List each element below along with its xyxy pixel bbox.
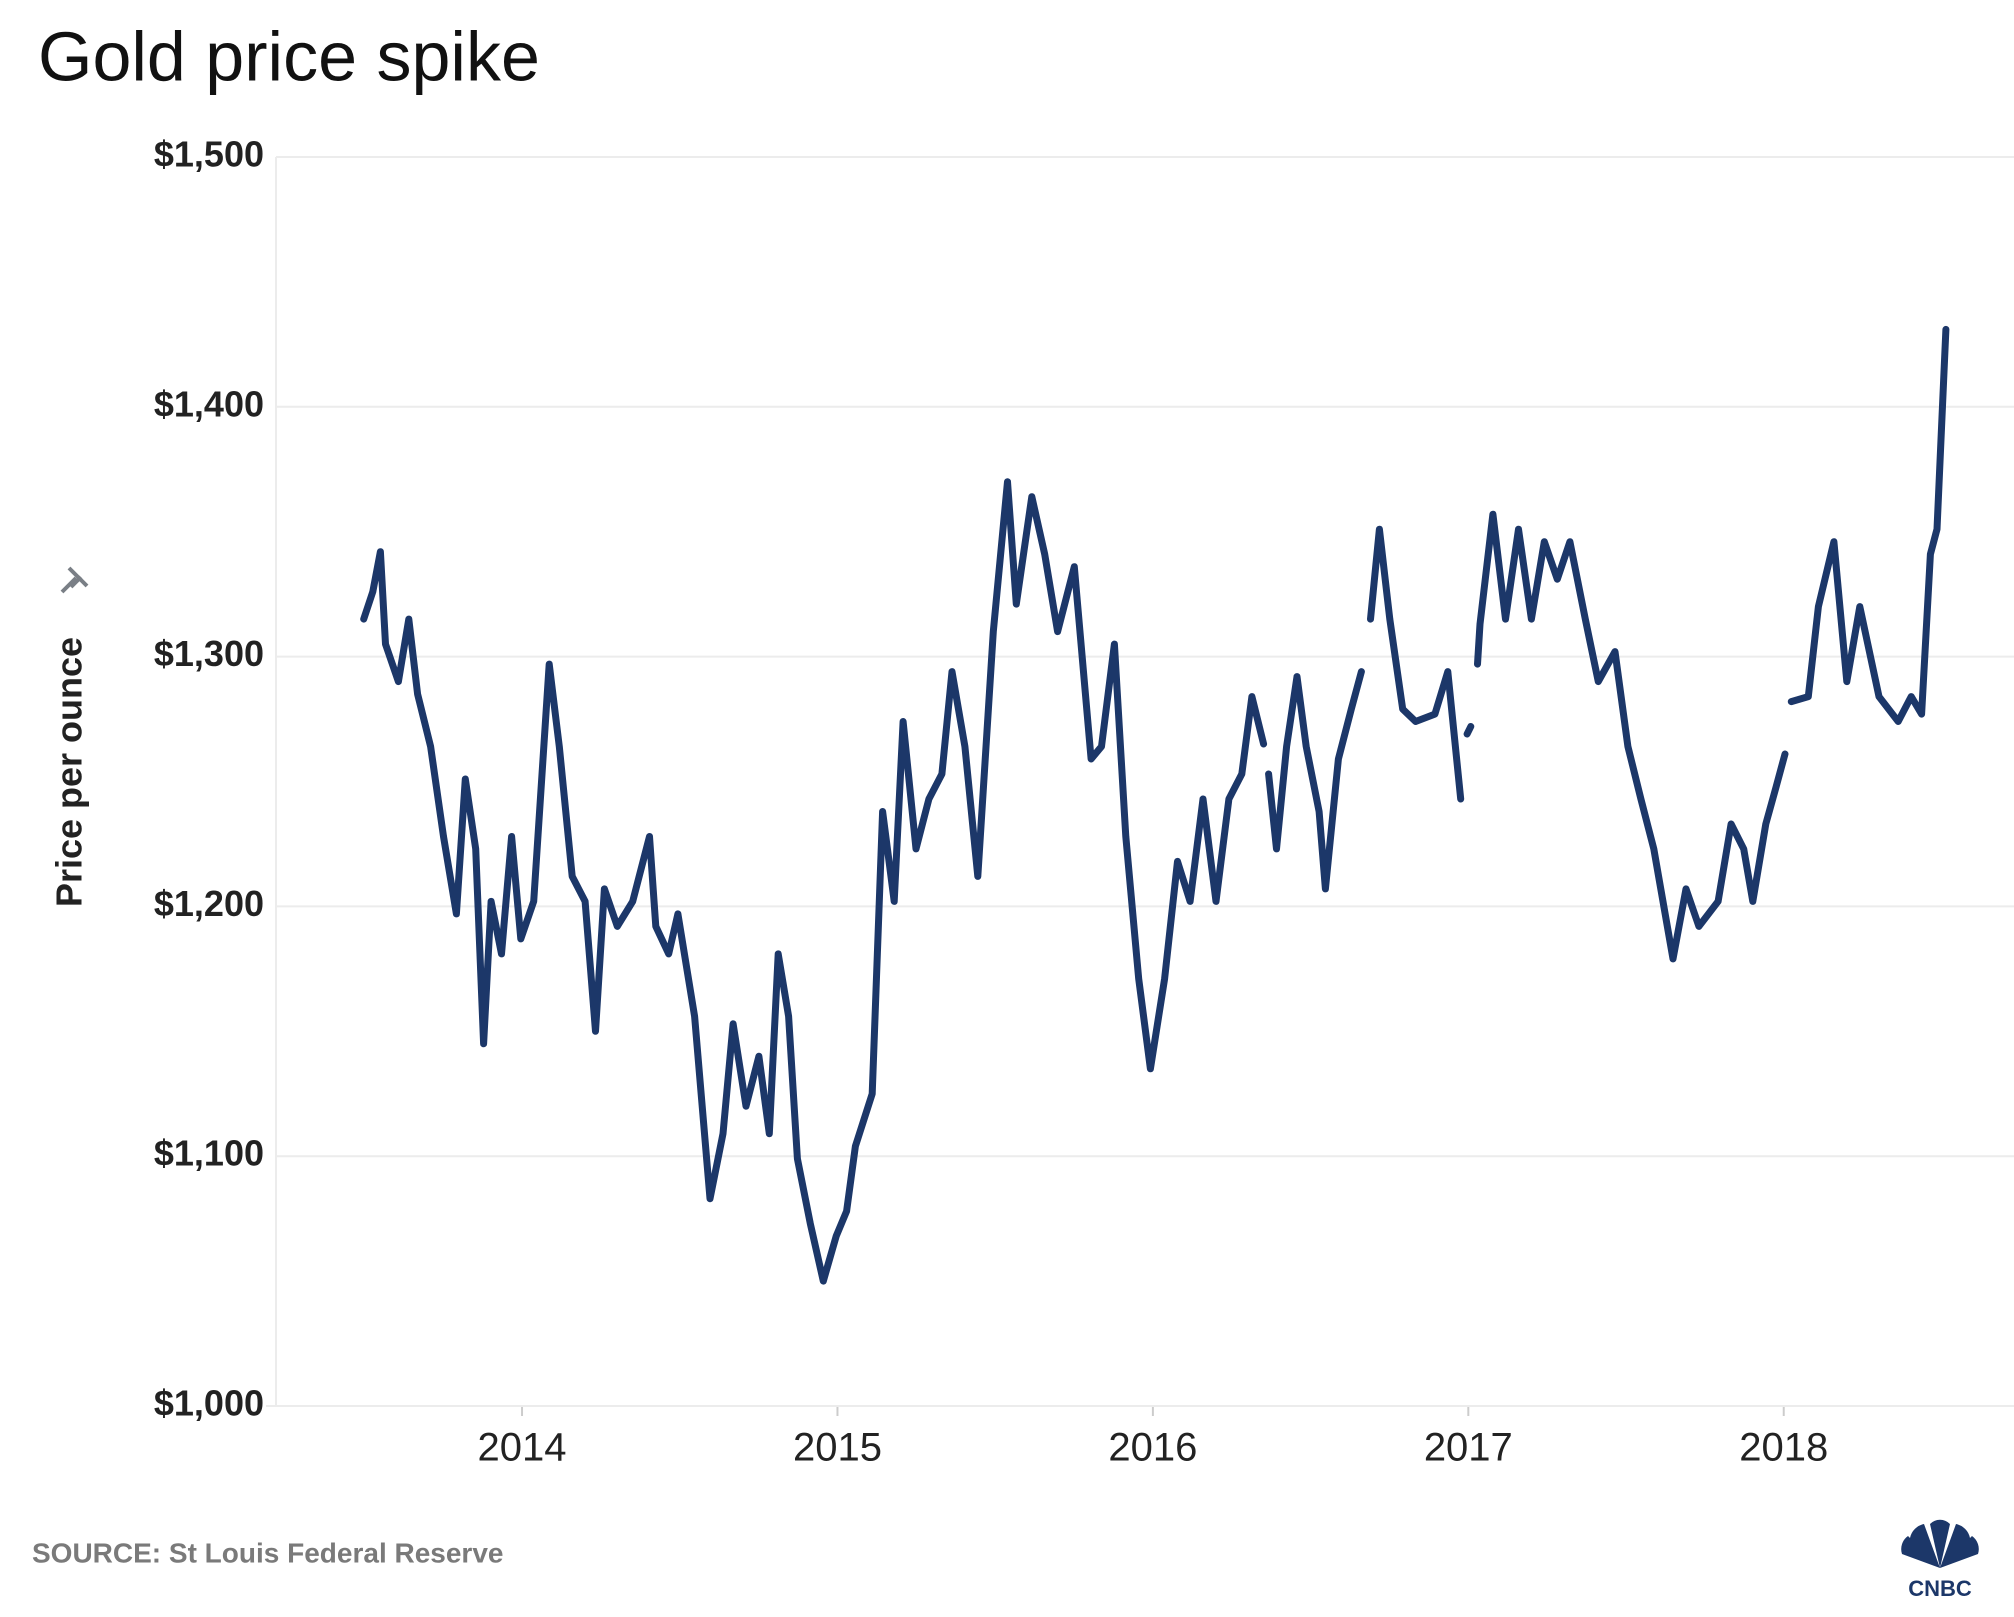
logo-text: CNBC (1908, 1576, 1972, 1601)
y-tick-label: $1,300 (154, 633, 264, 674)
chart-title: Gold price spike (38, 17, 540, 95)
y-tick-label: $1,400 (154, 383, 264, 424)
logo: CNBC (1901, 1519, 1979, 1601)
y-axis-label: Price per ounce (49, 637, 90, 907)
y-tick-label: $1,200 (154, 883, 264, 924)
source-note: SOURCE: St Louis Federal Reserve (32, 1537, 503, 1568)
logo-peacock (1901, 1519, 1979, 1568)
x-tick-label: 2015 (793, 1426, 882, 1470)
price-line (360, 325, 1950, 1285)
y-tick-label: $1,000 (154, 1383, 264, 1424)
y-tick-label: $1,500 (154, 134, 264, 175)
pin-icon (60, 566, 89, 594)
x-tick-label: 2017 (1424, 1426, 1513, 1470)
x-tick-label: 2014 (478, 1426, 567, 1470)
x-tick-label: 2018 (1739, 1426, 1828, 1470)
y-tick-label: $1,100 (154, 1133, 264, 1174)
x-tick-label: 2016 (1108, 1426, 1197, 1470)
